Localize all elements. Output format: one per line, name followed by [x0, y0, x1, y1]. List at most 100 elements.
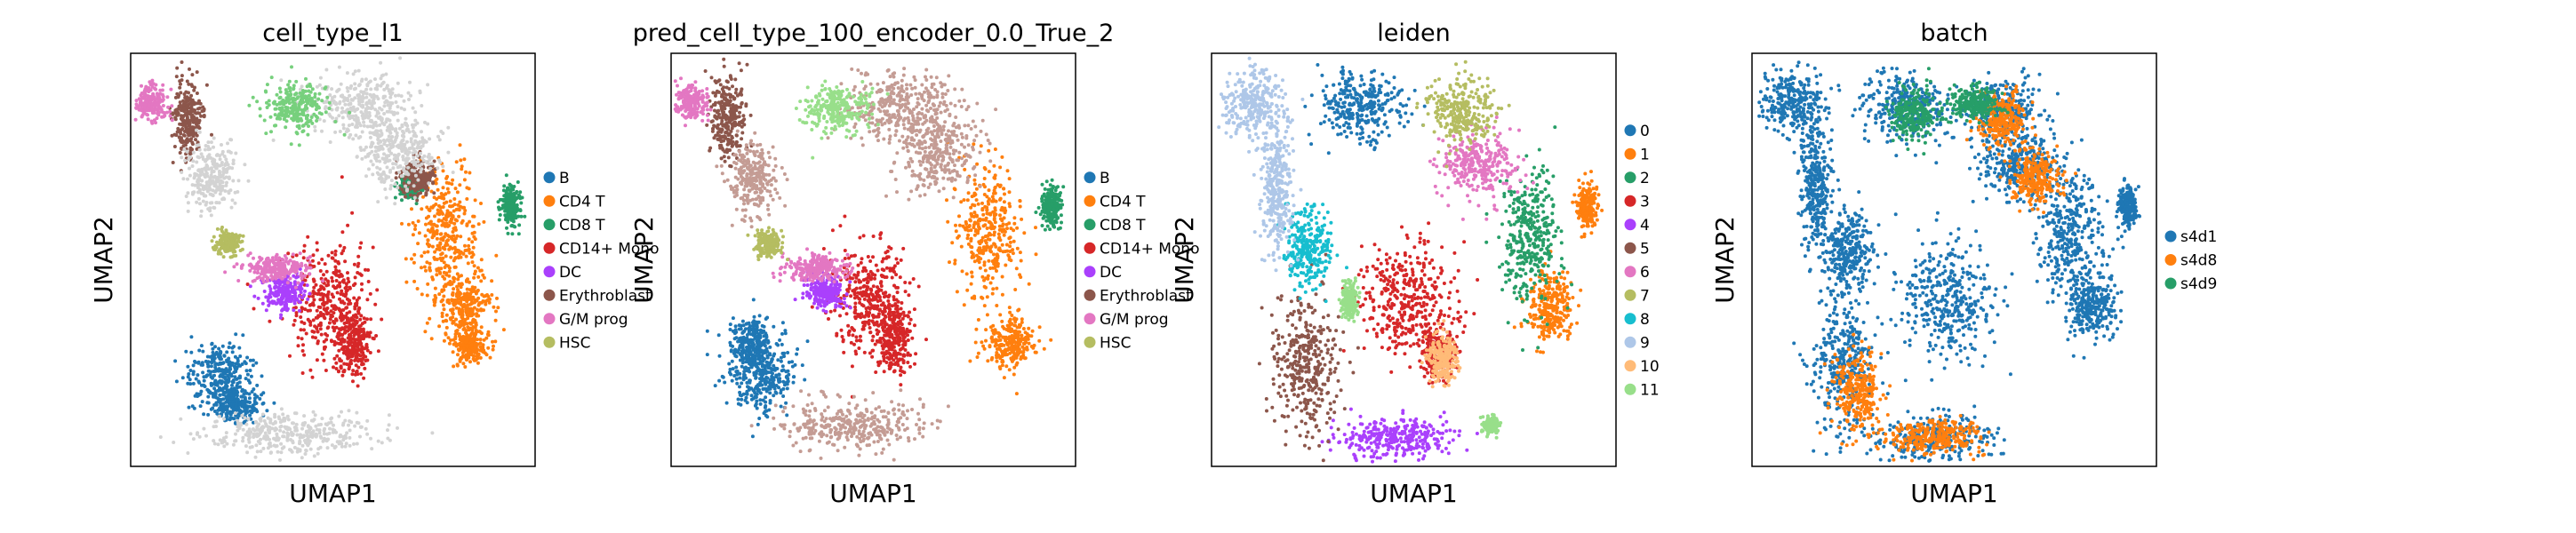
- point: [220, 184, 225, 188]
- point: [149, 119, 154, 123]
- point: [453, 337, 458, 341]
- point: [424, 222, 428, 227]
- point: [276, 278, 281, 282]
- point: [212, 145, 215, 149]
- point: [399, 94, 404, 99]
- point: [370, 447, 374, 451]
- point: [256, 440, 260, 443]
- point: [194, 172, 198, 177]
- point: [402, 168, 406, 172]
- point: [199, 170, 204, 174]
- point: [396, 158, 400, 162]
- point: [289, 438, 292, 442]
- point: [285, 270, 290, 274]
- point: [460, 205, 465, 210]
- point: [347, 409, 351, 413]
- point: [345, 71, 349, 76]
- point: [264, 274, 268, 279]
- point: [463, 209, 468, 212]
- point: [324, 68, 329, 72]
- point: [188, 67, 191, 71]
- point: [211, 245, 215, 250]
- point: [292, 322, 296, 327]
- point: [246, 378, 251, 383]
- point: [150, 84, 155, 89]
- point: [339, 328, 343, 331]
- point: [501, 188, 506, 193]
- point: [416, 178, 420, 182]
- point: [299, 300, 302, 305]
- point: [378, 167, 382, 171]
- point: [259, 449, 263, 454]
- point: [315, 84, 319, 89]
- point: [142, 89, 147, 92]
- point: [376, 155, 380, 159]
- point: [203, 147, 207, 152]
- point: [154, 107, 158, 112]
- point: [308, 272, 312, 276]
- point: [438, 242, 443, 246]
- point: [356, 345, 360, 349]
- point: [222, 354, 227, 358]
- point: [358, 327, 363, 331]
- point: [346, 336, 350, 340]
- point: [311, 277, 316, 282]
- point: [229, 205, 234, 210]
- point: [252, 399, 257, 403]
- point: [147, 103, 151, 107]
- point: [513, 212, 517, 217]
- point: [292, 318, 297, 322]
- point: [451, 230, 455, 234]
- point: [267, 296, 271, 300]
- point: [389, 139, 394, 143]
- point: [512, 197, 516, 202]
- point: [381, 170, 386, 174]
- point: [252, 270, 257, 274]
- point: [362, 316, 366, 321]
- point: [360, 288, 364, 292]
- point: [448, 199, 452, 203]
- series-hsc: [210, 225, 245, 259]
- point: [230, 248, 235, 252]
- point: [338, 297, 341, 301]
- point: [202, 172, 206, 177]
- point: [427, 208, 431, 211]
- point: [279, 407, 284, 411]
- point: [192, 176, 196, 180]
- point: [161, 94, 165, 99]
- point: [318, 327, 323, 331]
- point: [337, 442, 341, 446]
- point: [450, 182, 454, 187]
- point: [359, 79, 364, 84]
- point: [195, 128, 198, 132]
- point: [432, 222, 436, 227]
- point: [346, 128, 350, 132]
- point: [222, 444, 227, 449]
- point: [408, 193, 412, 197]
- point: [452, 287, 456, 291]
- point: [255, 434, 260, 439]
- point: [361, 103, 365, 107]
- point: [328, 317, 332, 322]
- series-b: [173, 332, 276, 426]
- point: [280, 308, 284, 313]
- point: [471, 224, 476, 228]
- point: [385, 84, 389, 88]
- point: [463, 317, 468, 322]
- point: [479, 202, 483, 205]
- point: [486, 294, 491, 298]
- point: [216, 388, 220, 393]
- point: [394, 93, 397, 98]
- point: [463, 365, 468, 369]
- point: [299, 290, 303, 295]
- point: [463, 305, 468, 309]
- point: [437, 138, 442, 142]
- point: [187, 121, 191, 125]
- point: [303, 268, 308, 273]
- point: [159, 98, 164, 102]
- point: [361, 362, 365, 366]
- point: [188, 112, 193, 116]
- point: [213, 419, 218, 424]
- point: [435, 177, 439, 181]
- point: [181, 102, 186, 107]
